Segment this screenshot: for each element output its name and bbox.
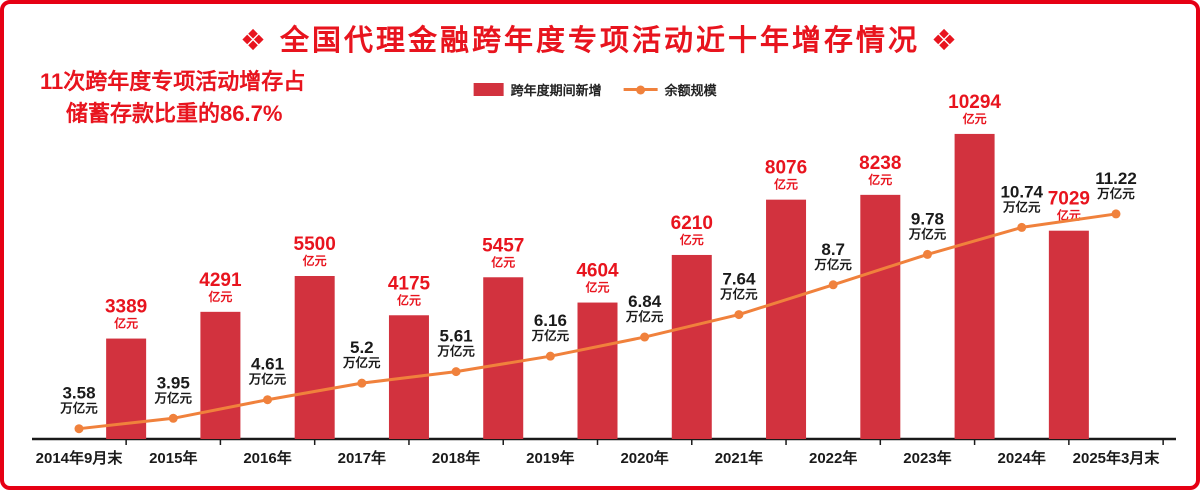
- line-value-label: 5.2: [350, 338, 374, 357]
- bar: [1048, 230, 1089, 439]
- line-value-label: 7.64: [722, 270, 756, 289]
- line-unit-label: 万亿元: [908, 226, 947, 241]
- line-value-label: 9.78: [911, 209, 944, 228]
- line-unit-label: 万亿元: [1096, 186, 1135, 201]
- line-marker: [640, 332, 650, 342]
- legend-item-new-deposits: 跨年度期间新增: [473, 80, 602, 99]
- combo-chart: 2014年9月末 2015年 2016年 2017年 2018年 2019年 2020年 20…: [32, 92, 1176, 467]
- line-marker-icon: [636, 85, 646, 94]
- line-unit-label: 万亿元: [531, 328, 570, 343]
- line-unit-label: 万亿元: [1002, 199, 1041, 214]
- legend-item-balance: 余额规模: [623, 80, 717, 99]
- x-axis-label: 2015年: [149, 449, 197, 467]
- bar-unit-label: 亿元: [114, 316, 138, 331]
- bar-value-label: 7029: [1048, 189, 1090, 210]
- bar-value-label: 5457: [482, 235, 524, 256]
- line-marker: [734, 310, 744, 320]
- bar-unit-label: 亿元: [491, 254, 515, 269]
- bar-unit-label: 亿元: [774, 177, 798, 192]
- line-unit-label: 万亿元: [436, 344, 475, 359]
- line-swatch-icon: [623, 85, 658, 94]
- bar-value-label: 8076: [765, 158, 807, 179]
- line-unit-label: 万亿元: [625, 309, 664, 324]
- line-unit-label: 万亿元: [248, 372, 287, 387]
- line-value-label: 3.95: [157, 373, 190, 392]
- x-axis-label: 2021年: [715, 449, 763, 467]
- bar-value-label: 8238: [859, 153, 901, 174]
- bar: [860, 194, 901, 439]
- line-unit-label: 万亿元: [154, 390, 193, 405]
- line-marker: [74, 424, 84, 434]
- bar-value-label: 6210: [671, 213, 713, 234]
- bar-unit-label: 亿元: [585, 280, 609, 295]
- bar-value-label: 10294: [948, 92, 1001, 113]
- line-marker: [168, 413, 178, 423]
- line-marker: [357, 378, 367, 388]
- bar: [577, 302, 618, 439]
- line-marker: [263, 395, 273, 405]
- bar-value-label: 4175: [388, 273, 431, 294]
- line-value-label: 11.22: [1095, 169, 1137, 188]
- bar: [766, 199, 807, 439]
- legend-bar-label: 跨年度期间新增: [510, 83, 602, 98]
- line-value-label: 5.61: [440, 327, 473, 346]
- bar: [954, 133, 995, 439]
- line-unit-label: 万亿元: [719, 287, 758, 302]
- line-value-label: 6.84: [628, 292, 662, 311]
- x-axis-label: 2018年: [432, 449, 480, 467]
- line-unit-label: 万亿元: [59, 401, 98, 416]
- bar-value-label: 3389: [105, 297, 147, 318]
- annotation-line2: 储蓄存款比重的86.7%: [66, 100, 283, 126]
- bar-unit-label: 亿元: [963, 111, 987, 126]
- legend: 跨年度期间新增 余额规模: [473, 80, 717, 99]
- line-marker: [922, 249, 932, 259]
- bar-unit-label: 亿元: [303, 253, 327, 268]
- line-value-label: 8.7: [821, 240, 845, 259]
- line-unit-label: 万亿元: [813, 257, 852, 272]
- bar-unit-label: 亿元: [397, 292, 421, 307]
- line-marker: [451, 367, 461, 377]
- line-value-label: 6.16: [534, 311, 567, 330]
- line-marker: [1111, 209, 1121, 219]
- bar: [294, 276, 335, 439]
- x-axis-label: 2022年: [809, 449, 857, 467]
- annotation: 11次跨年度专项活动增存占 储蓄存款比重的86.7%: [40, 66, 305, 130]
- bar-unit-label: 亿元: [208, 289, 232, 304]
- line-unit-label: 万亿元: [342, 355, 381, 370]
- page-title: ❖ 全国代理金融跨年度专项活动近十年增存情况 ❖: [239, 25, 961, 57]
- line-marker: [1017, 222, 1027, 232]
- bar-value-label: 5500: [294, 234, 336, 255]
- bar-unit-label: 亿元: [680, 232, 704, 247]
- x-axis-label: 2017年: [338, 449, 386, 467]
- x-axis-label: 2014年9月末: [36, 449, 124, 467]
- legend-line-label: 余额规模: [664, 83, 717, 98]
- bar: [483, 277, 524, 439]
- bar: [200, 311, 241, 439]
- x-axis-label: 2016年: [243, 449, 291, 467]
- bar-swatch-icon: [473, 83, 504, 96]
- line-value-label: 4.61: [251, 355, 284, 374]
- x-axis-label: 2023年: [903, 449, 951, 467]
- x-axis-label: 2020年: [620, 449, 668, 467]
- annotation-line1: 11次跨年度专项活动增存占: [40, 69, 306, 94]
- bar-value-label: 4604: [576, 261, 619, 282]
- balance-line: [78, 212, 1117, 431]
- x-axis-label: 2024年: [998, 449, 1046, 467]
- line-marker: [828, 280, 838, 290]
- line-value-label: 10.74: [1000, 182, 1043, 201]
- line-marker: [545, 351, 555, 361]
- line-value-label: 3.58: [62, 384, 95, 403]
- bar: [671, 254, 712, 439]
- x-axis-label: 2025年3月末: [1073, 449, 1161, 467]
- bar-unit-label: 亿元: [868, 172, 892, 187]
- x-axis-label: 2019年: [526, 449, 574, 467]
- bar-value-label: 4291: [199, 270, 242, 291]
